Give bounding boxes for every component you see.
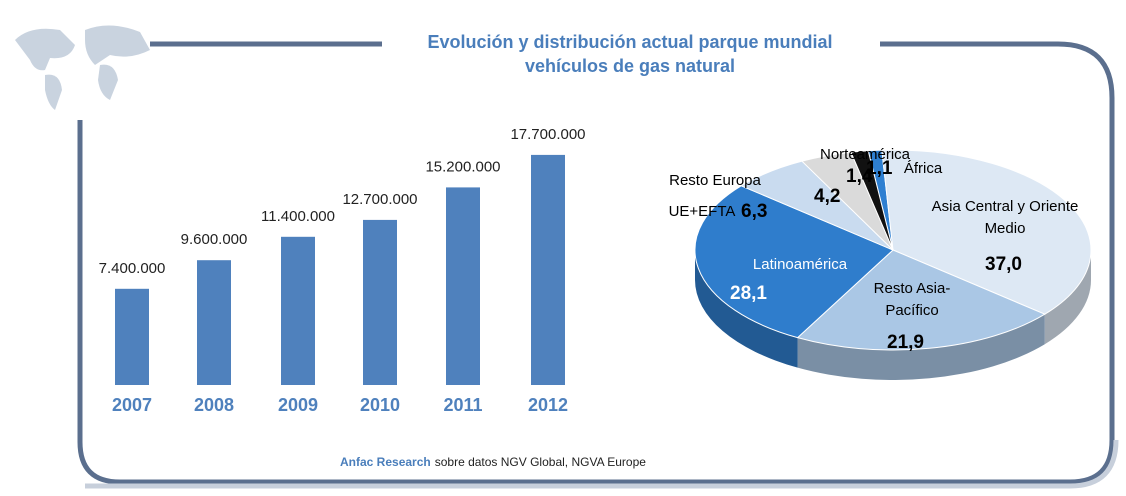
frame-shadow [85, 439, 1119, 489]
x-tick-label: 2010 [360, 395, 400, 415]
bar [363, 219, 397, 385]
source: Anfac Research sobre datos NGV Global, NG… [340, 455, 646, 469]
value-label: 9.600.000 [181, 231, 248, 248]
x-tick-label: 2011 [443, 395, 482, 415]
bar [281, 236, 315, 385]
chart-title: Evolución y distribución actual parque m… [427, 32, 833, 76]
slice-label: Latinoamérica [752, 256, 848, 273]
frame-line [77, 41, 1115, 485]
slice-value: 1,1 [866, 158, 893, 179]
pie-slice [796, 249, 1046, 351]
pie-side [797, 314, 1045, 380]
pie-slice [850, 150, 894, 251]
value-label: 7.400.000 [99, 260, 166, 277]
slice-value: 28,1 [730, 283, 767, 304]
value-label: 12.700.000 [342, 191, 417, 208]
slice-value: 21,9 [887, 332, 924, 353]
slice-value: 4,2 [814, 186, 841, 207]
x-tick-label: 2007 [112, 395, 152, 415]
x-tick-label: 2012 [528, 395, 568, 415]
value-label: 15.200.000 [425, 158, 500, 175]
pie-side [694, 250, 798, 368]
slice-label: Resto Asia-Pacífico [873, 280, 951, 319]
value-label: 17.700.000 [510, 126, 585, 143]
pie-slice [694, 185, 894, 339]
world-map [15, 25, 150, 110]
x-tick-label: 2008 [194, 395, 234, 415]
source-text: sobre datos NGV Global, NGVA Europe [434, 455, 646, 469]
slice-label: África [903, 160, 943, 177]
pie-slice [881, 149, 1092, 315]
slice-label: Norteamérica [819, 146, 911, 163]
bar [446, 187, 480, 385]
slice-value: 6,3 [741, 201, 768, 222]
bar [531, 154, 565, 385]
slice-value: 1,4 [846, 166, 873, 187]
bar [197, 260, 231, 385]
slice-label: Resto Europa [669, 172, 761, 189]
slice-label: UE+EFTA [668, 203, 736, 220]
slice-label: Asia Central y Oriente Medio [931, 198, 1079, 237]
slice-value: 37,0 [985, 254, 1022, 275]
bar [115, 288, 149, 385]
value-label: 11.400.000 [261, 208, 335, 225]
x-tick-label: 2009 [278, 395, 318, 415]
logo: Anfac Research [340, 455, 431, 469]
